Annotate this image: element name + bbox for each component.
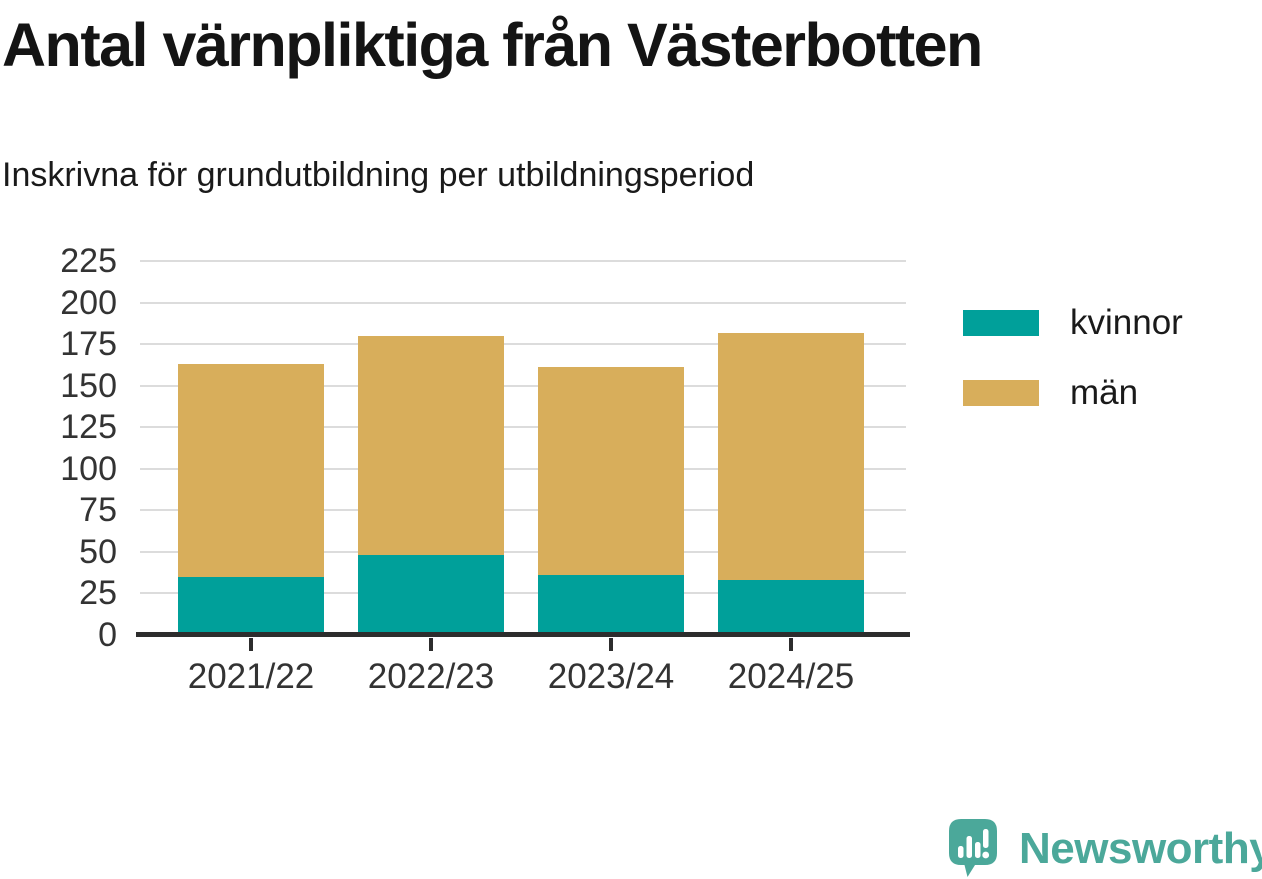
bar-segment-män-2023-24: [538, 367, 684, 576]
legend-swatch-kvinnor: [963, 310, 1039, 336]
y-axis-label-150: 150: [60, 366, 117, 405]
plot-area: 0 25 50 75 100 125 150 175 200 225 2021/22 2022/23 2…: [60, 242, 910, 696]
y-axis-label-0: 0: [98, 616, 117, 654]
y-axis-label-175: 175: [60, 325, 117, 364]
gridline-150: [140, 384, 906, 387]
x-axis-label-2024-25: 2024/25: [727, 657, 855, 696]
gridline-225: [140, 260, 906, 262]
bar-segment-kvinnor-2024-25: [718, 580, 864, 635]
y-axis-label-75: 75: [79, 491, 117, 530]
gridline-125: [140, 426, 906, 429]
x-tick-mark-2022-23: [429, 638, 433, 651]
legend-item-kvinnor: kvinnor: [963, 303, 1183, 343]
bar-segment-män-2022-23: [358, 335, 504, 556]
branding: Newsworthy: [948, 818, 1262, 878]
y-axis-label-225: 225: [60, 242, 117, 280]
chart-subtitle: Inskrivna för grundutbildning per utbild…: [2, 156, 755, 194]
newsworthy-logo-icon: [949, 819, 997, 877]
gridline-25: [140, 592, 906, 595]
legend: kvinnor män: [963, 303, 1183, 443]
brand-name: Newsworthy: [1019, 824, 1262, 873]
legend-swatch-man: [963, 380, 1039, 406]
x-tick-mark-2021-22: [249, 638, 253, 651]
x-axis-label-2021-22: 2021/22: [187, 657, 315, 696]
y-axis-label-50: 50: [79, 532, 117, 571]
x-axis-label-2022-23: 2022/23: [367, 657, 495, 696]
bar-segment-kvinnor-2021-22: [178, 576, 324, 635]
y-axis-label-125: 125: [60, 408, 117, 447]
legend-label-kvinnor: kvinnor: [1070, 303, 1183, 342]
y-axis-label-100: 100: [60, 449, 117, 488]
bar-segment-män-2021-22: [178, 364, 324, 577]
y-axis-label-25: 25: [79, 574, 117, 613]
legend-label-man: män: [1070, 373, 1139, 412]
bar-segment-kvinnor-2022-23: [358, 555, 504, 635]
gridline-200: [140, 301, 906, 304]
bar-segment-män-2024-25: [718, 332, 864, 581]
x-tick-mark-2023-24: [609, 638, 613, 651]
gridline-175: [140, 343, 906, 346]
gridline-100: [140, 467, 906, 470]
x-axis-label-2023-24: 2023/24: [547, 657, 675, 696]
x-tick-mark-2024-25: [789, 638, 793, 651]
x-axis-line: [136, 632, 910, 637]
bar-segment-kvinnor-2023-24: [538, 575, 684, 635]
gridline-75: [140, 509, 906, 512]
gridline-50: [140, 550, 906, 553]
legend-item-man: män: [963, 373, 1183, 413]
y-axis-label-200: 200: [60, 283, 117, 322]
chart-title: Antal värnpliktiga från Västerbotten: [2, 11, 983, 79]
